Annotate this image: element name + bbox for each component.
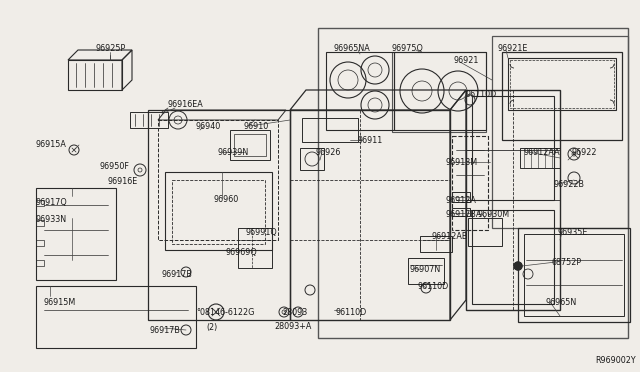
Text: 96917Q: 96917Q: [36, 198, 68, 207]
Circle shape: [514, 262, 522, 270]
Bar: [452, 192, 470, 202]
Text: 96922B: 96922B: [554, 180, 585, 189]
Bar: [36, 220, 44, 226]
Text: 96933N: 96933N: [36, 215, 67, 224]
Bar: [318, 28, 628, 338]
Text: 96907N: 96907N: [410, 265, 441, 274]
Text: 96912AA: 96912AA: [524, 148, 561, 157]
Text: 96969Q: 96969Q: [226, 248, 258, 257]
Text: 96917B: 96917B: [150, 326, 181, 335]
Text: 96913M: 96913M: [446, 158, 478, 167]
Text: 96917BA: 96917BA: [446, 210, 483, 219]
Text: 96921E: 96921E: [497, 44, 527, 53]
Text: 96975Q: 96975Q: [392, 44, 424, 53]
Text: 96916E: 96916E: [107, 177, 137, 186]
Text: 96935E: 96935E: [558, 228, 588, 237]
Bar: [392, 52, 486, 132]
Text: 96926: 96926: [316, 148, 341, 157]
Text: 96940: 96940: [196, 122, 221, 131]
Text: (2): (2): [206, 323, 217, 332]
Text: 96921: 96921: [453, 56, 478, 65]
Text: 96991Q: 96991Q: [246, 228, 278, 237]
Bar: [36, 260, 44, 266]
Text: 96939N: 96939N: [218, 148, 249, 157]
Text: 96916EA: 96916EA: [168, 100, 204, 109]
Text: 96110D: 96110D: [465, 90, 496, 99]
Text: 96912AB: 96912AB: [432, 232, 468, 241]
Text: 96960: 96960: [214, 195, 239, 204]
Text: 96930M: 96930M: [478, 210, 510, 219]
Text: 28093: 28093: [282, 308, 307, 317]
Text: °08146-6122G: °08146-6122G: [196, 308, 254, 317]
Bar: [36, 200, 44, 206]
Text: 96110D: 96110D: [418, 282, 449, 291]
Text: 96965N: 96965N: [546, 298, 577, 307]
Text: 96915M: 96915M: [44, 298, 76, 307]
Bar: [452, 208, 470, 216]
Bar: [492, 36, 628, 228]
Text: 96912A: 96912A: [446, 196, 477, 205]
Bar: [36, 240, 44, 246]
Text: 96910: 96910: [244, 122, 269, 131]
Text: 96925P: 96925P: [96, 44, 126, 53]
Text: 96110D: 96110D: [336, 308, 367, 317]
Text: 96965NA: 96965NA: [334, 44, 371, 53]
Text: 96922: 96922: [572, 148, 598, 157]
Text: R969002Y: R969002Y: [595, 356, 636, 365]
Text: 96915A: 96915A: [36, 140, 67, 149]
Text: 96950F: 96950F: [100, 162, 130, 171]
Text: 96911: 96911: [358, 136, 383, 145]
Text: 96917B: 96917B: [162, 270, 193, 279]
Text: 68752P: 68752P: [552, 258, 582, 267]
Text: 28093+A: 28093+A: [274, 322, 312, 331]
